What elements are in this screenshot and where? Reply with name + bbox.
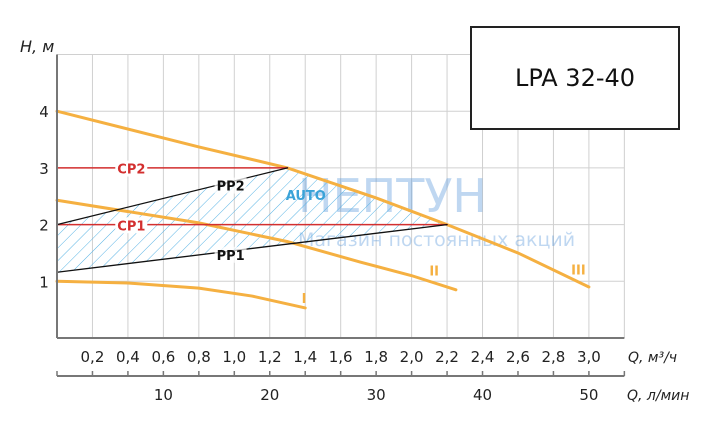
x-tick-label: 0,2 bbox=[81, 348, 105, 366]
axes: 0,2 0,4 0,6 0,8 1,0 1,2 1,4 1,6 1,8 2,0 2,2 2,4 2,6 2… bbox=[39, 54, 626, 404]
series-label-ii: II bbox=[429, 265, 439, 280]
x-tick-label: 2,6 bbox=[506, 348, 530, 366]
x-tick-label: 1,8 bbox=[364, 348, 388, 366]
x2-tick-label: 30 bbox=[367, 386, 386, 404]
series-line-pp2 bbox=[56, 167, 289, 226]
x-tick-label: 2,8 bbox=[542, 348, 566, 366]
y-tick-label: 4 bbox=[39, 103, 49, 121]
series-label-bg bbox=[115, 160, 148, 177]
series-label-cp1: CP1 bbox=[117, 219, 145, 234]
series-label-pp1: PP1 bbox=[217, 249, 245, 264]
x-axis-label: Q, м³/ч bbox=[628, 350, 677, 366]
model-title: LPA 32-40 bbox=[470, 26, 680, 130]
x-tick-label: 2,0 bbox=[400, 348, 424, 366]
series-label-cp2: CP2 bbox=[117, 163, 145, 178]
x2-axis-label: Q, л/мин bbox=[627, 388, 689, 404]
series-label-iii: III bbox=[571, 263, 586, 278]
x-tick-label: 0,4 bbox=[116, 348, 140, 366]
x2-tick-label: 50 bbox=[579, 386, 598, 404]
series-line-iii bbox=[55, 109, 591, 289]
x2-tick-label: 40 bbox=[473, 386, 492, 404]
x-tick-label: 0,6 bbox=[151, 348, 175, 366]
x2-tick-label: 20 bbox=[260, 386, 279, 404]
x-tick-label: 1,4 bbox=[293, 348, 317, 366]
series-label-bg bbox=[214, 246, 247, 263]
series-label-bg bbox=[214, 177, 247, 194]
y-axis-label: H, м bbox=[20, 37, 54, 56]
x-tick-label: 2,4 bbox=[471, 348, 495, 366]
series-label-pp2: PP2 bbox=[217, 180, 245, 195]
series-line-pp1 bbox=[56, 223, 448, 273]
y-tick-label: 1 bbox=[39, 273, 49, 291]
y-tick-label: 3 bbox=[39, 160, 49, 178]
x2-tick-label: 10 bbox=[154, 386, 173, 404]
series-line-ii bbox=[55, 198, 458, 292]
x-tick-label: 1,6 bbox=[329, 348, 353, 366]
x-tick-label: 2,2 bbox=[435, 348, 459, 366]
x-tick-label: 1,0 bbox=[222, 348, 246, 366]
x-tick-label: 3,0 bbox=[577, 348, 601, 366]
series-label-i: I bbox=[302, 292, 307, 307]
auto-label: AUTO bbox=[286, 189, 326, 204]
auto-region bbox=[57, 167, 448, 273]
series-line-i bbox=[55, 279, 307, 310]
x-tick-label: 0,8 bbox=[187, 348, 211, 366]
series-label-bg bbox=[115, 217, 148, 234]
x-tick-label: 1,2 bbox=[258, 348, 282, 366]
y-tick-label: 2 bbox=[39, 217, 49, 235]
